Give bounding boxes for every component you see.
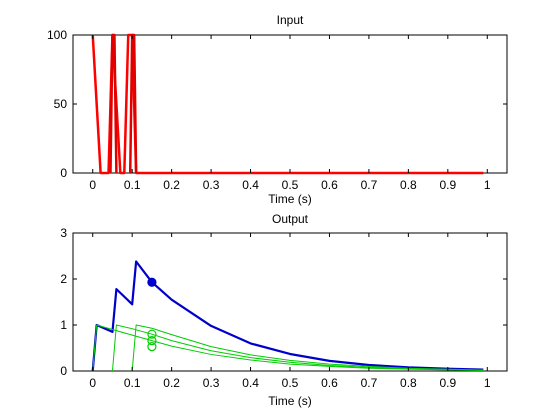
input-plot-ytick-label: 100 (47, 28, 67, 42)
output-plot-ytick-label: 1 (60, 318, 67, 332)
output-plot-xtick-label: 0.3 (203, 376, 220, 390)
output-plot-data-marker (147, 277, 157, 287)
output-plot-ytick-label: 0 (60, 364, 67, 378)
output-plot-xtick-label: 0.6 (321, 376, 338, 390)
output-plot-ytick-label: 3 (60, 226, 67, 240)
input-plot-xtick-label: 0.8 (400, 178, 417, 192)
output-plot-data-marker (147, 342, 157, 352)
input-plot-xtick-label: 0.1 (124, 178, 141, 192)
output-plot-xtick-label: 0.7 (361, 376, 378, 390)
input-plot-axes-box (72, 34, 508, 174)
output-plot-series-line (92, 324, 484, 372)
output-plot-data-marker (147, 336, 157, 346)
output-plot-series-line (91, 260, 484, 372)
output-plot-axes-box (72, 232, 508, 372)
output-plot-xlabel: Time (s) (268, 394, 312, 408)
output-plot-xtick-label: 0.2 (163, 376, 180, 390)
output-plot-xtick-label: 0.1 (124, 376, 141, 390)
input-plot-series-line (91, 33, 484, 175)
output-plot: Output Time (s) 0 0.1 0.2 0.3 0.4 0.5 0.6 0.7 0.… (60, 212, 508, 408)
input-plot-xtick-label: 0.4 (242, 178, 259, 192)
output-plot-xtick-label: 0.4 (242, 376, 259, 390)
input-plot-xtick-label: 0.9 (439, 178, 456, 192)
output-plot-title: Output (272, 212, 309, 226)
output-plot-series-line (111, 324, 484, 372)
input-plot-xtick-label: 0 (89, 178, 96, 192)
output-plot-xtick-label: 0.8 (400, 376, 417, 390)
input-plot-ytick-label: 0 (60, 166, 67, 180)
input-plot-xtick-label: 1 (484, 178, 491, 192)
output-plot-series-line (131, 324, 484, 372)
input-plot-series-line (128, 33, 138, 174)
input-plot-xtick-label: 0.5 (282, 178, 299, 192)
input-plot-ytick-label: 50 (54, 97, 68, 111)
input-plot: Input Time (s) 0 0.1 0.2 0.3 0.4 0.5 0.6 0.7 0.8… (47, 13, 508, 206)
input-plot-title: Input (277, 13, 304, 27)
output-plot-data-marker (147, 329, 157, 339)
output-plot-xtick-label: 0.9 (439, 376, 456, 390)
input-plot-xtick-label: 0.6 (321, 178, 338, 192)
output-plot-xtick-label: 0 (89, 376, 96, 390)
input-plot-xtick-label: 0.7 (361, 178, 378, 192)
output-plot-xtick-label: 0.5 (282, 376, 299, 390)
input-plot-series-line (109, 33, 118, 174)
output-plot-ytick-label: 2 (60, 272, 67, 286)
input-plot-xlabel: Time (s) (268, 192, 312, 206)
input-plot-xtick-label: 0.3 (203, 178, 220, 192)
input-plot-xtick-label: 0.2 (163, 178, 180, 192)
output-plot-xtick-label: 1 (484, 376, 491, 390)
